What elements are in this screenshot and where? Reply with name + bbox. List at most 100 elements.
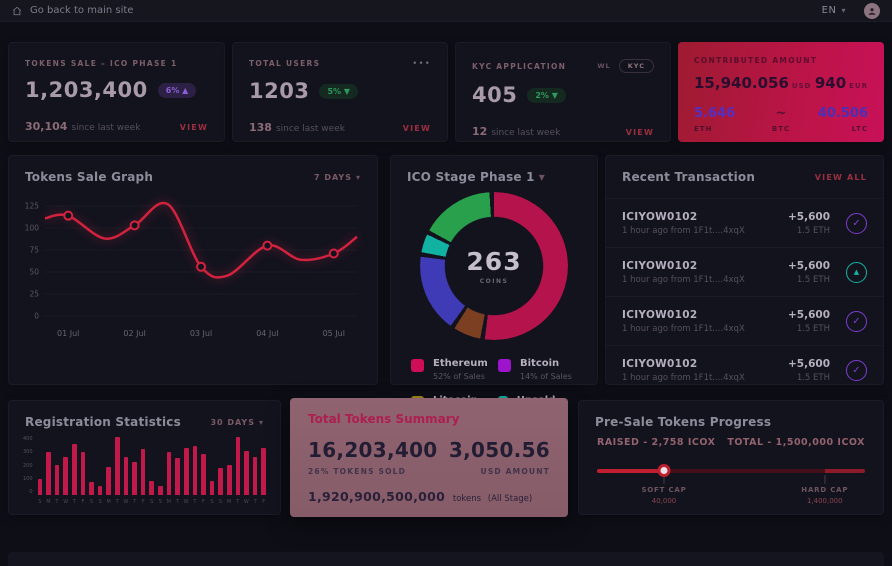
bar [97, 486, 103, 495]
transaction-status-check-icon[interactable]: ✓ [846, 359, 867, 381]
tokens-sale-graph-panel: Tokens Sale Graph 7 DAYS 125 100 75 50 25 0 01… [8, 155, 378, 385]
since-label: since last week [71, 123, 141, 133]
contributed-label: CONTRIBUTED AMOUNT [694, 56, 818, 65]
svg-text:03 Jul: 03 Jul [190, 329, 212, 338]
change-badge: 6% ▲ [157, 82, 197, 98]
ico-stage-donut-chart: 263 COINS [420, 192, 568, 340]
back-to-main-site-link[interactable]: Go back to main site [12, 5, 133, 16]
transaction-eth: 1.5 ETH [796, 225, 830, 236]
svg-text:04 Jul: 04 Jul [256, 329, 278, 338]
svg-text:05 Jul: 05 Jul [323, 329, 345, 338]
view-link[interactable]: VIEW [625, 128, 654, 137]
usd-amount-label: USD AMOUNT [480, 467, 550, 476]
svg-text:125: 125 [25, 202, 40, 211]
home-icon [12, 6, 22, 15]
transaction-meta: 1 hour ago from 1F1t....4xqX [622, 372, 745, 383]
card-menu-icon[interactable]: ••• [412, 59, 431, 69]
slider-handle[interactable] [657, 464, 671, 477]
user-avatar[interactable] [864, 2, 880, 19]
soft-cap-label: SOFT CAP [641, 486, 687, 494]
card-tokens-sale: TOKENS SALE – ICO PHASE 1 1,203,400 6% ▲… [8, 42, 225, 142]
transaction-meta: 1 hour ago from 1F1t....4xqX [622, 274, 745, 285]
donut-ring [420, 192, 568, 340]
bar [123, 457, 129, 495]
card-tokens-sale-value: 1,203,400 [25, 78, 148, 102]
transaction-status-check-icon[interactable]: ✓ [846, 212, 867, 234]
card-total-users-delta: 138 [249, 121, 272, 134]
toggle-wl[interactable]: WL [597, 62, 611, 70]
transaction-meta: 1 hour ago from 1F1t....4xqX [622, 225, 745, 236]
bar [140, 448, 146, 495]
bar [226, 465, 232, 495]
presale-progress-title: Pre-Sale Tokens Progress [595, 415, 772, 429]
transaction-meta: 1 hour ago from 1F1t....4xqX [622, 323, 745, 334]
ico-stage-dropdown[interactable]: ICO Stage Phase 1 [407, 170, 545, 184]
bar [175, 458, 180, 495]
language-selector[interactable]: EN [822, 5, 846, 16]
hard-cap-tick [824, 475, 826, 484]
transaction-status-check-icon[interactable]: ✓ [846, 310, 867, 332]
raised-label: RAISED - 2,758 ICOX [597, 437, 716, 448]
card-contributed-amount: CONTRIBUTED AMOUNT 15,940.056 USD 940 EUR … [678, 42, 884, 142]
bar [63, 457, 68, 495]
transaction-eth: 1.5 ETH [796, 274, 830, 285]
hard-cap-value: 1,400,000 [806, 497, 843, 505]
slider-track [597, 469, 865, 473]
card-total-users: TOTAL USERS ••• 1203 5% ▼ 138 since last … [232, 42, 448, 142]
view-link[interactable]: VIEW [402, 124, 431, 133]
view-link[interactable]: VIEW [179, 123, 208, 132]
transaction-amount: +5,600 [787, 357, 830, 370]
total-tokens-summary-card: Total Tokens Summary 16,203,400 26% TOKE… [290, 398, 568, 517]
bar [158, 486, 163, 495]
since-label: since last week [275, 124, 345, 134]
svg-text:02 Jul: 02 Jul [123, 329, 145, 338]
back-label: Go back to main site [30, 5, 134, 16]
usd-amount-value: 3,050.56 [448, 438, 550, 462]
transaction-status-triangle-icon[interactable]: ▲ [846, 261, 867, 283]
slider-track-end [824, 469, 865, 473]
eur-amount: 940 [814, 74, 847, 92]
btc-amount: ~ [775, 106, 787, 121]
bar [261, 447, 266, 495]
view-all-link[interactable]: VIEW ALL [814, 172, 867, 182]
eth-amount: 5.646 [694, 106, 736, 121]
bar [244, 450, 249, 495]
card-kyc-application: KYC APPLICATION WL KYC 405 2% ▼ 12 since … [455, 42, 671, 142]
transaction-amount: +5,600 [787, 210, 830, 223]
legend-item: Ethereum 52% of Sales [411, 358, 490, 381]
bar [218, 468, 223, 495]
total-label: TOTAL - 1,500,000 ICOX [727, 437, 865, 448]
legend-swatch [498, 359, 511, 372]
tokens-sold-value: 16,203,400 [308, 438, 438, 462]
transaction-id: ICIYOW0102 [622, 357, 698, 370]
card-tokens-sale-delta: 30,104 [25, 120, 68, 133]
bar [46, 451, 51, 495]
change-badge: 2% ▼ [527, 87, 566, 103]
eur-unit: EUR [849, 82, 868, 90]
card-kyc-delta: 12 [472, 125, 488, 138]
registration-statistics-title: Registration Statistics [25, 415, 181, 429]
hard-cap-label: HARD CAP [801, 486, 849, 494]
transaction-eth: 1.5 ETH [796, 323, 830, 334]
svg-text:01 Jul: 01 Jul [57, 329, 79, 338]
tokens-sale-graph-title: Tokens Sale Graph [25, 170, 154, 184]
all-stage-note: (All Stage) [487, 494, 533, 504]
bar-y-axis: 400 300 200 100 0 [23, 436, 33, 495]
bar [54, 464, 60, 495]
bar [149, 481, 155, 495]
toggle-kyc[interactable]: KYC [618, 59, 654, 73]
range-dropdown-30days[interactable]: 30 DAYS [210, 418, 264, 427]
card-total-users-label: TOTAL USERS [249, 59, 321, 68]
transaction-eth: 1.5 ETH [796, 372, 830, 383]
svg-text:75: 75 [29, 246, 39, 255]
range-dropdown-7days[interactable]: 7 DAYS [314, 173, 361, 182]
all-stage-tokens-unit: tokens [452, 494, 482, 504]
bar [115, 437, 120, 495]
bar [37, 479, 43, 495]
bars [37, 437, 266, 495]
card-kyc-label: KYC APPLICATION [472, 61, 567, 71]
eth-unit: ETH [694, 125, 713, 133]
user-icon [868, 7, 876, 15]
